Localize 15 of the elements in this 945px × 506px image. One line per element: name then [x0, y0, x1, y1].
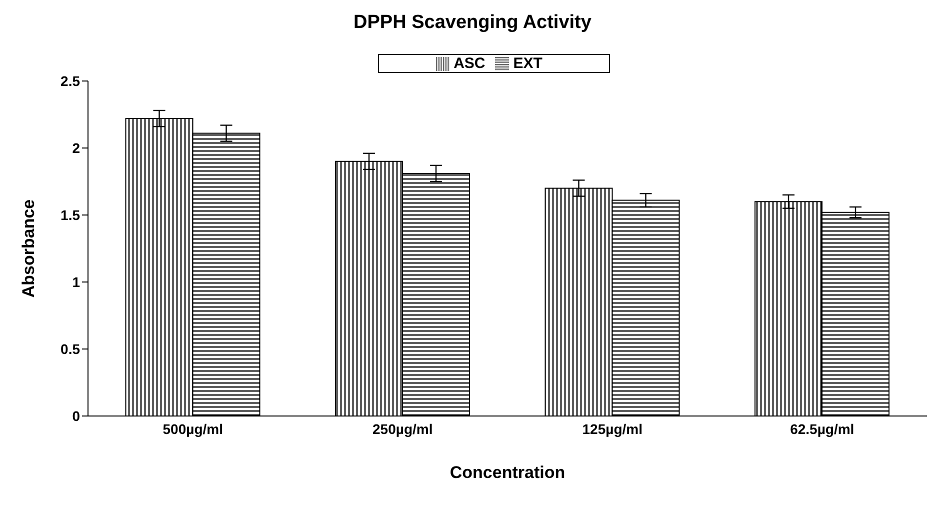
y-axis-title: Absorbance — [19, 199, 38, 298]
x-tick-label: 500µg/ml — [162, 420, 223, 437]
legend-label: ASC — [454, 55, 486, 72]
y-tick-label: 2.5 — [60, 72, 80, 89]
y-tick-label: 0 — [72, 408, 80, 424]
y-tick-label: 0.5 — [60, 340, 80, 357]
legend-label: EXT — [513, 55, 542, 72]
y-tick-label: 2 — [72, 140, 80, 156]
x-tick-label: 125µg/ml — [582, 420, 642, 437]
y-tick-label: 1 — [72, 274, 80, 290]
chart-title: DPPH Scavenging Activity — [352, 11, 592, 35]
x-axis-title: Concentration — [450, 463, 566, 482]
y-tick-label: 1.5 — [60, 206, 80, 223]
x-tick-label: 62.5µg/ml — [790, 420, 854, 437]
x-tick-label: 250µg/ml — [372, 420, 433, 437]
